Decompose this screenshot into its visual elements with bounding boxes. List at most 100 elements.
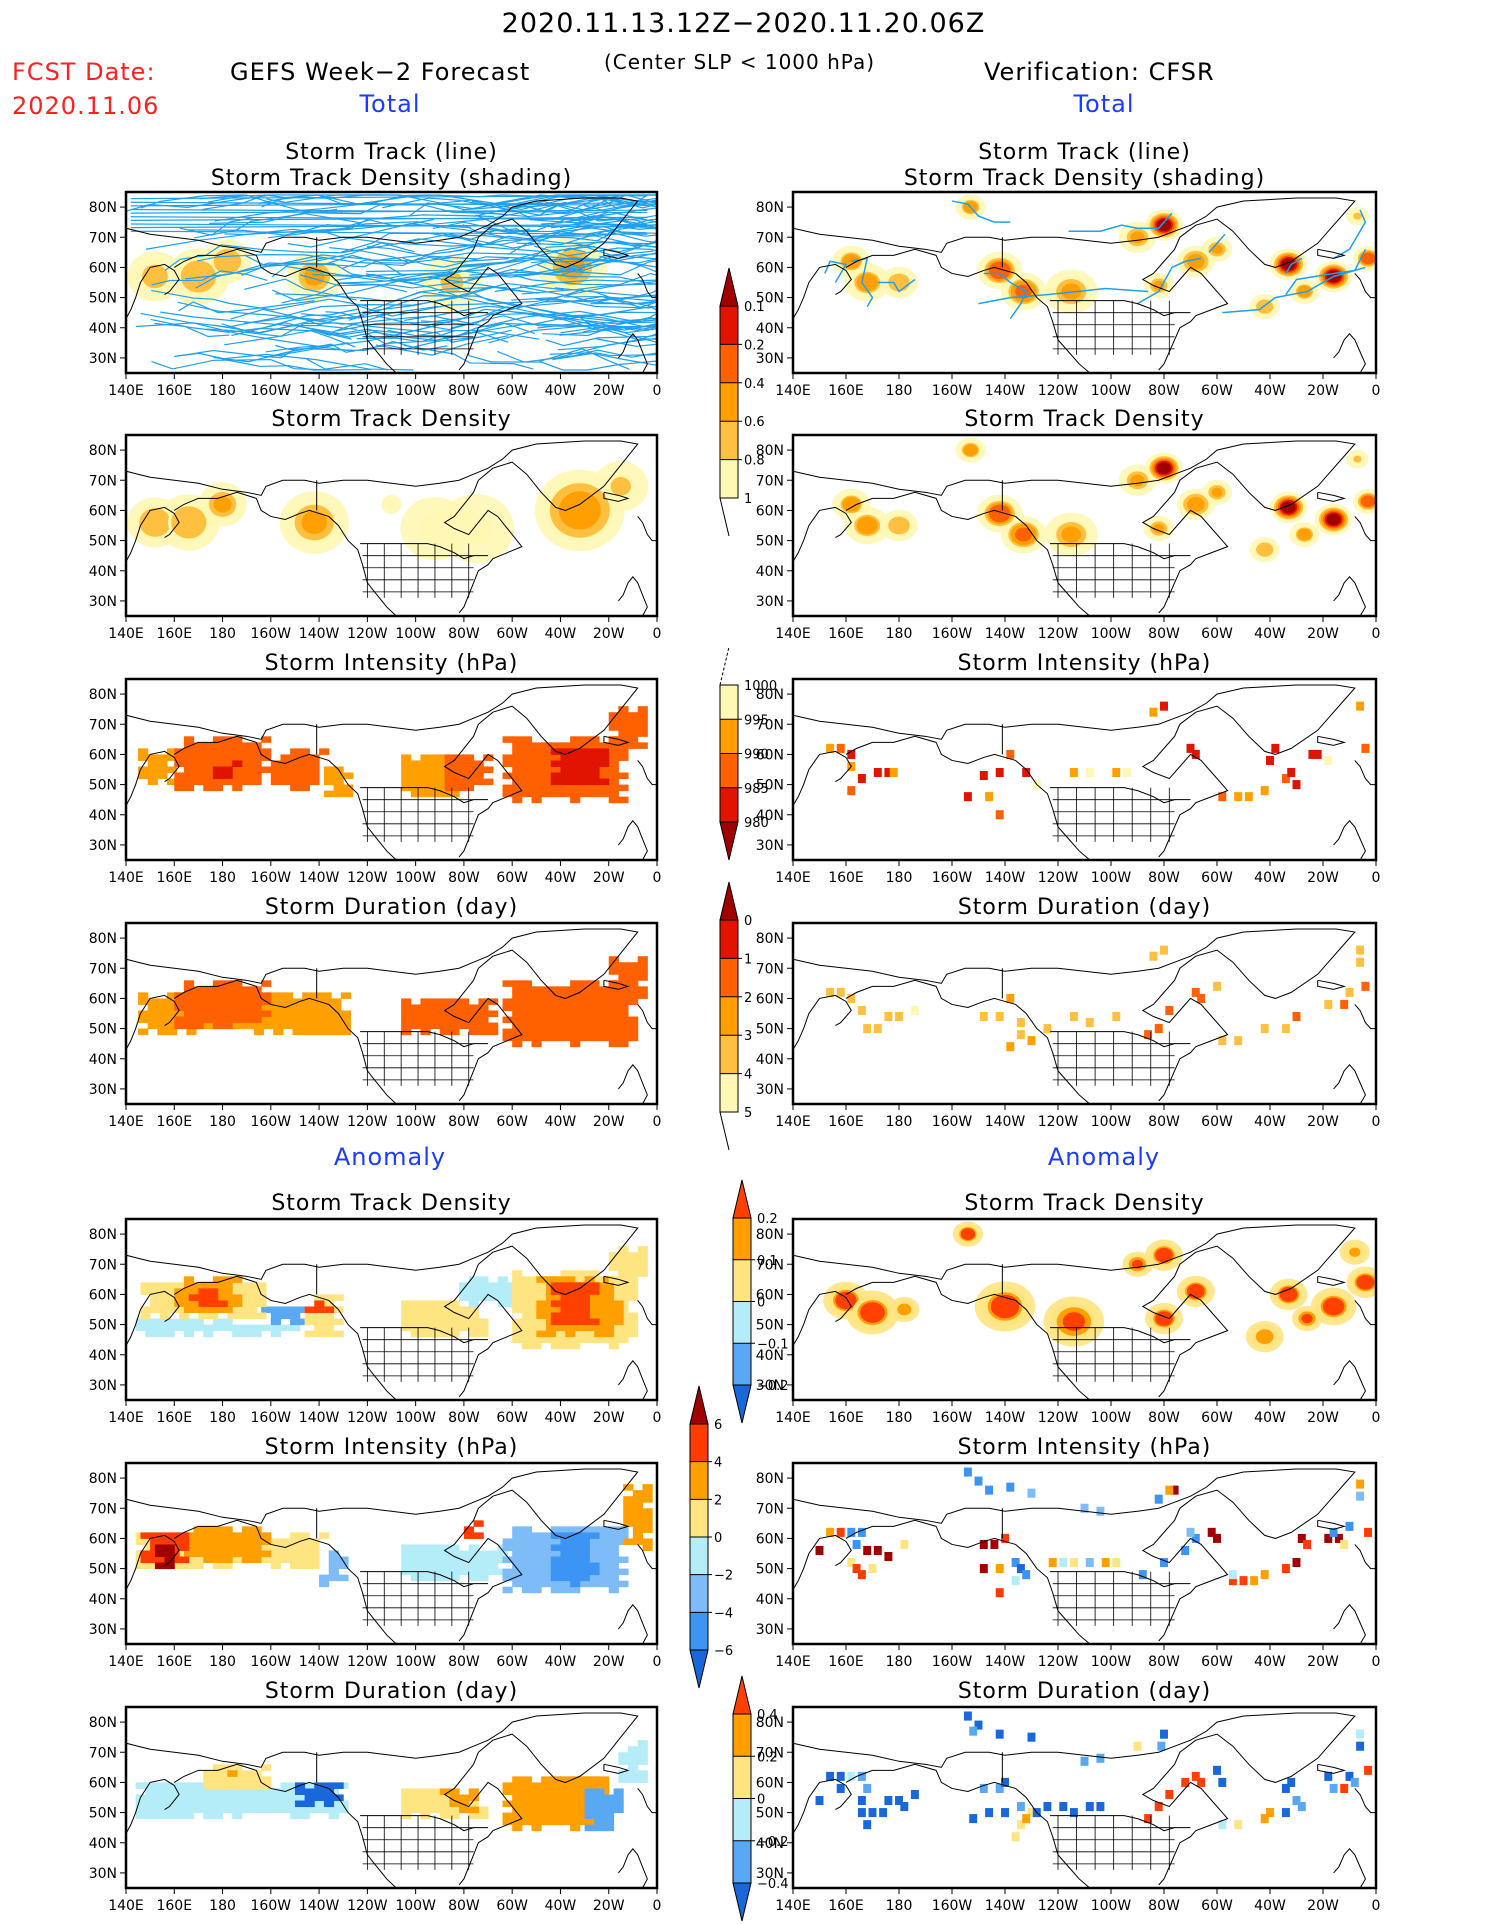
storm-track-line: [130, 208, 648, 214]
x-tick-label: 140W: [985, 626, 1026, 642]
shading-contour: [206, 489, 239, 520]
grid-cell: [430, 1318, 441, 1326]
grid-cell: [135, 1800, 146, 1808]
grid-cell: [589, 1004, 600, 1011]
grid-cell: [857, 1005, 866, 1016]
grid-cell: [183, 772, 195, 780]
x-tick-label: 60W: [496, 1114, 528, 1130]
grid-cell: [468, 1306, 479, 1314]
y-tick-label: 40N: [89, 1348, 117, 1364]
grid-cell: [545, 1324, 557, 1332]
grid-cell: [314, 1294, 325, 1301]
grid-cell: [169, 1538, 180, 1545]
grid-cell: [138, 748, 149, 755]
grid-cell: [217, 1300, 228, 1307]
grid-cell: [183, 998, 195, 1005]
storm-track-line: [130, 230, 648, 235]
grid-cell: [541, 1782, 552, 1789]
grid-cell: [176, 992, 187, 999]
storm-track-line: [462, 194, 657, 211]
grid-cell: [323, 1782, 335, 1789]
grid-cell: [478, 1022, 489, 1030]
grid-cell: [599, 1776, 610, 1783]
grid-cell: [594, 1812, 605, 1820]
grid-cell: [319, 1788, 330, 1795]
grid-cell: [570, 1818, 581, 1826]
grid-cell: [263, 1016, 274, 1024]
grid-cell: [560, 784, 571, 792]
grid-cell: [309, 772, 320, 780]
storm-track-line: [151, 359, 331, 371]
grid-cell: [311, 992, 323, 999]
shading-contour: [856, 516, 878, 535]
grid-cell: [560, 1806, 571, 1814]
storm-track-line: [497, 349, 657, 363]
coastline: [845, 248, 1091, 373]
grid-cell: [420, 1568, 431, 1576]
grid-cell: [430, 1324, 441, 1332]
grid-cell: [618, 1532, 629, 1539]
grid-cell: [473, 1520, 484, 1527]
storm-track-line: [485, 306, 657, 325]
grid-cell: [232, 1538, 243, 1545]
grid-cell: [468, 1300, 479, 1307]
grid-cell: [463, 754, 475, 761]
shading-contour: [1350, 210, 1364, 222]
grid-cell: [420, 1550, 431, 1558]
grid-cell: [147, 772, 158, 780]
grid-cell: [478, 1282, 489, 1289]
grid-cell: [594, 1318, 605, 1326]
grid-cell: [1027, 1732, 1036, 1742]
shading-contour: [1295, 1308, 1319, 1329]
grid-cell: [167, 992, 178, 999]
x-tick-label: 160E: [828, 1898, 864, 1914]
grid-cell: [468, 1324, 479, 1332]
grid-cell: [251, 1800, 262, 1808]
grid-cell: [628, 1764, 639, 1771]
grid-cell: [208, 1294, 219, 1301]
panel-title: Storm Track Density (shading): [210, 166, 573, 191]
grid-cell: [632, 1496, 644, 1503]
grid-cell: [401, 1812, 412, 1820]
grid-cell: [273, 992, 284, 999]
grid-cell: [401, 1318, 412, 1326]
grid-cell: [280, 1788, 291, 1795]
storm-track-line: [164, 232, 454, 271]
grid-cell: [468, 1794, 479, 1802]
shading-contour: [1058, 524, 1084, 545]
x-tick-label: 140E: [108, 1114, 144, 1130]
grid-cell: [868, 1808, 877, 1818]
grid-cell: [623, 1484, 634, 1491]
x-tick-label: 140W: [299, 626, 340, 642]
grid-cell: [164, 1324, 175, 1332]
storm-track-line: [281, 276, 538, 304]
coastline: [793, 1290, 852, 1346]
storm-track-line: [519, 285, 657, 304]
grid-cell: [299, 1556, 310, 1564]
grid-cell: [550, 1806, 561, 1814]
x-tick-label: 160E: [156, 1114, 192, 1130]
x-tick-label: 160W: [932, 1654, 973, 1670]
shading-contour-outer: [127, 497, 183, 548]
grid-cell: [410, 1022, 421, 1030]
map-plot-area: [793, 1467, 1376, 1644]
grid-cell: [521, 1782, 532, 1789]
grid-cell: [512, 1532, 523, 1539]
coastline: [793, 1468, 1356, 1642]
colorbar-label: 980: [744, 816, 769, 831]
grid-cell: [608, 1034, 619, 1042]
grid-cell: [261, 1538, 272, 1545]
grid-cell: [157, 766, 168, 774]
grid-cell: [208, 1288, 219, 1295]
grid-cell: [401, 1794, 412, 1802]
grid-cell: [570, 1776, 581, 1783]
grid-cell: [531, 1282, 542, 1289]
grid-cell: [589, 1318, 600, 1326]
grid-cell: [164, 1562, 175, 1570]
storm-track-line: [366, 247, 586, 273]
shading-contour: [174, 509, 204, 536]
grid-cell: [263, 1022, 274, 1030]
grid-cell: [599, 754, 610, 761]
grid-cell: [145, 1800, 156, 1808]
